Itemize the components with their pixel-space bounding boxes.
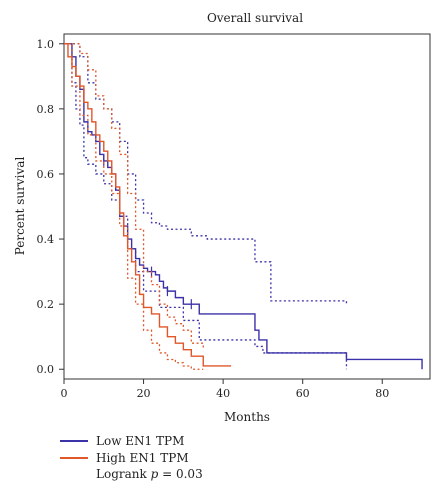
x-tick-label: 20 <box>137 387 151 400</box>
y-tick-label: 0.2 <box>37 298 55 311</box>
x-axis-title: Months <box>224 410 270 424</box>
legend-label-high: High EN1 TPM <box>96 450 189 465</box>
series-high-curve <box>64 43 232 367</box>
logrank-value: = 0.03 <box>162 467 203 481</box>
x-tick-label: 0 <box>61 387 68 400</box>
series-low-lower-ci <box>64 43 348 370</box>
y-tick-label: 0.8 <box>37 103 55 116</box>
legend-swatch-high <box>60 456 88 459</box>
y-tick-label: 0.4 <box>37 233 55 246</box>
y-axis-title: Percent survival <box>13 157 27 256</box>
y-tick-label: 1.0 <box>37 38 55 51</box>
x-tick-label: 40 <box>216 387 230 400</box>
logrank-annotation: Logrank p = 0.03 <box>96 466 203 483</box>
logrank-label: Logrank <box>96 467 147 481</box>
survival-chart: Overall survival 0 20 40 60 80 0.0 0.2 0.4 0.6 0.… <box>13 11 431 424</box>
series-high-upper-ci <box>64 43 204 350</box>
x-tick-label: 80 <box>375 387 389 400</box>
series-low-curve <box>64 43 423 370</box>
legend-swatch-low <box>60 439 88 442</box>
logrank-symbol: p <box>150 467 159 481</box>
series-low-upper-ci <box>64 43 348 305</box>
x-tick-label: 60 <box>296 387 310 400</box>
legend-item-low: Low EN1 TPM <box>60 432 203 449</box>
series-high-lower-ci <box>64 43 204 370</box>
plot-frame <box>63 33 431 380</box>
legend: Low EN1 TPM High EN1 TPM Logrank p = 0.0… <box>60 432 203 483</box>
y-tick-label: 0.0 <box>37 363 55 376</box>
chart-title: Overall survival <box>207 11 303 25</box>
y-tick-label: 0.6 <box>37 168 55 181</box>
legend-label-low: Low EN1 TPM <box>96 433 185 448</box>
legend-item-high: High EN1 TPM <box>60 449 203 466</box>
